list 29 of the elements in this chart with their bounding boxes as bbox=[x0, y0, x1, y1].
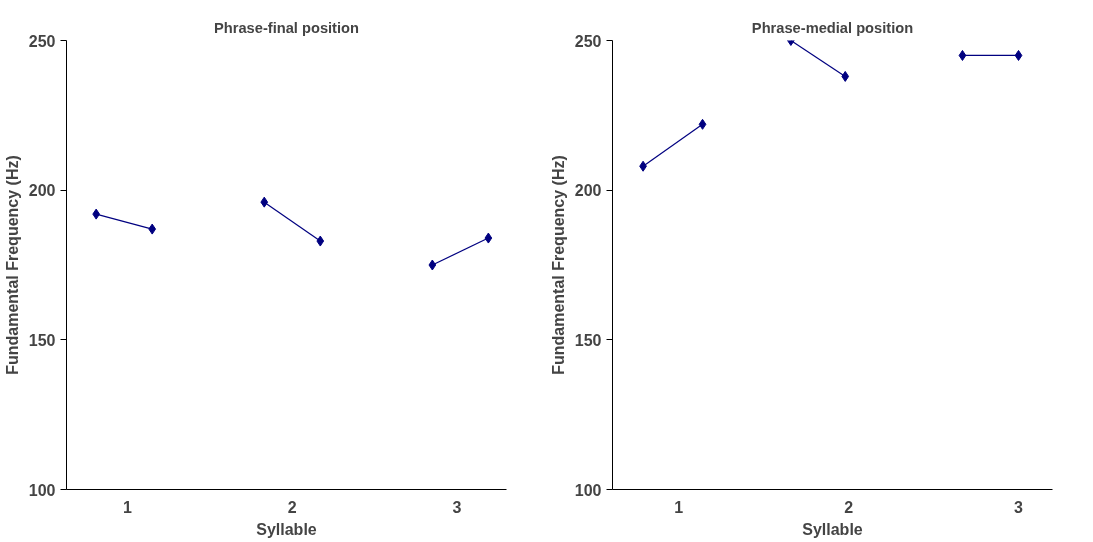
x-tick-label: 2 bbox=[287, 498, 297, 516]
point bbox=[428, 259, 437, 271]
point bbox=[148, 223, 157, 235]
point bbox=[958, 49, 967, 61]
x-axis-title: Syllable bbox=[802, 520, 863, 538]
x-axis-title: Syllable bbox=[256, 520, 317, 538]
point bbox=[698, 118, 707, 130]
x-tick-label: 1 bbox=[674, 498, 684, 516]
x-tick-label: 3 bbox=[452, 498, 462, 516]
y-tick-label: 250 bbox=[28, 32, 56, 50]
y-tick-label: 150 bbox=[28, 331, 56, 349]
point bbox=[260, 196, 269, 208]
x-tick-label: 1 bbox=[123, 498, 133, 516]
x-tick-label: 2 bbox=[844, 498, 854, 516]
y-tick-label: 100 bbox=[574, 481, 602, 499]
point bbox=[316, 235, 325, 247]
y-tick-label: 200 bbox=[574, 182, 602, 200]
point bbox=[841, 70, 850, 82]
chart-title: Phrase-final position bbox=[214, 19, 360, 36]
y-tick-label: 100 bbox=[28, 481, 56, 499]
y-axis-title: Fundamental Frequency (Hz) bbox=[549, 155, 567, 375]
y-axis-title: Fundamental Frequency (Hz) bbox=[3, 155, 21, 375]
y-tick-label: 150 bbox=[574, 331, 602, 349]
x-tick-label: 3 bbox=[1014, 498, 1024, 516]
point bbox=[484, 232, 493, 244]
y-tick-label: 250 bbox=[574, 32, 602, 50]
chart-title: Phrase-medial position bbox=[751, 19, 914, 36]
y-tick-label: 200 bbox=[28, 182, 56, 200]
point bbox=[1014, 49, 1023, 61]
